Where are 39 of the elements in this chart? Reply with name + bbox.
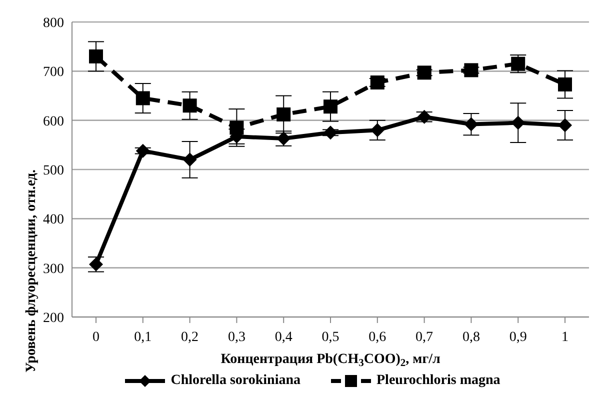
point [89, 49, 103, 64]
y-tick-label: 200 [43, 310, 64, 326]
point [464, 63, 478, 78]
point [230, 120, 244, 135]
x-tick-label: 0,8 [462, 330, 480, 345]
legend-label: Chlorella sorokiniana [170, 373, 300, 389]
y-tick-label: 400 [43, 212, 64, 228]
point [136, 91, 150, 106]
x-axis-title: Концентрация Pb(CH$_{3}$COO)$_{2}$, мг/л [220, 352, 440, 369]
point [417, 66, 432, 80]
point [370, 123, 384, 138]
legend-label: Pleurochloris magna [376, 373, 500, 389]
point [182, 98, 197, 113]
x-tick-label: 0 [92, 330, 100, 345]
y-tick-label: 800 [43, 16, 64, 31]
x-tick-label: 0,4 [274, 330, 292, 345]
y-tick-label: 700 [43, 65, 64, 80]
point [464, 117, 478, 132]
point [324, 126, 338, 140]
x-tick-label: 0,7 [416, 330, 434, 345]
x-tick-label: 0,3 [228, 330, 246, 345]
x-tick-label: 0,5 [322, 330, 340, 345]
point [136, 144, 150, 158]
x-tick-label: 0,1 [134, 330, 152, 345]
point [182, 152, 197, 167]
point [370, 75, 384, 90]
x-tick-label: 0,9 [509, 330, 527, 345]
x-tick-label: 0,6 [368, 330, 386, 345]
y-axis-title: Уровень флуоресценции, отн.ед. [24, 170, 39, 372]
point [276, 107, 291, 122]
point [558, 118, 572, 132]
y-tick-label: 500 [43, 163, 64, 178]
x-tick-label: 1 [562, 330, 568, 345]
point [558, 77, 572, 92]
point [324, 100, 338, 114]
x-tick-label: 0,2 [181, 330, 199, 345]
point [511, 116, 526, 130]
y-tick-label: 600 [43, 114, 64, 130]
y-tick-label: 300 [43, 262, 64, 277]
